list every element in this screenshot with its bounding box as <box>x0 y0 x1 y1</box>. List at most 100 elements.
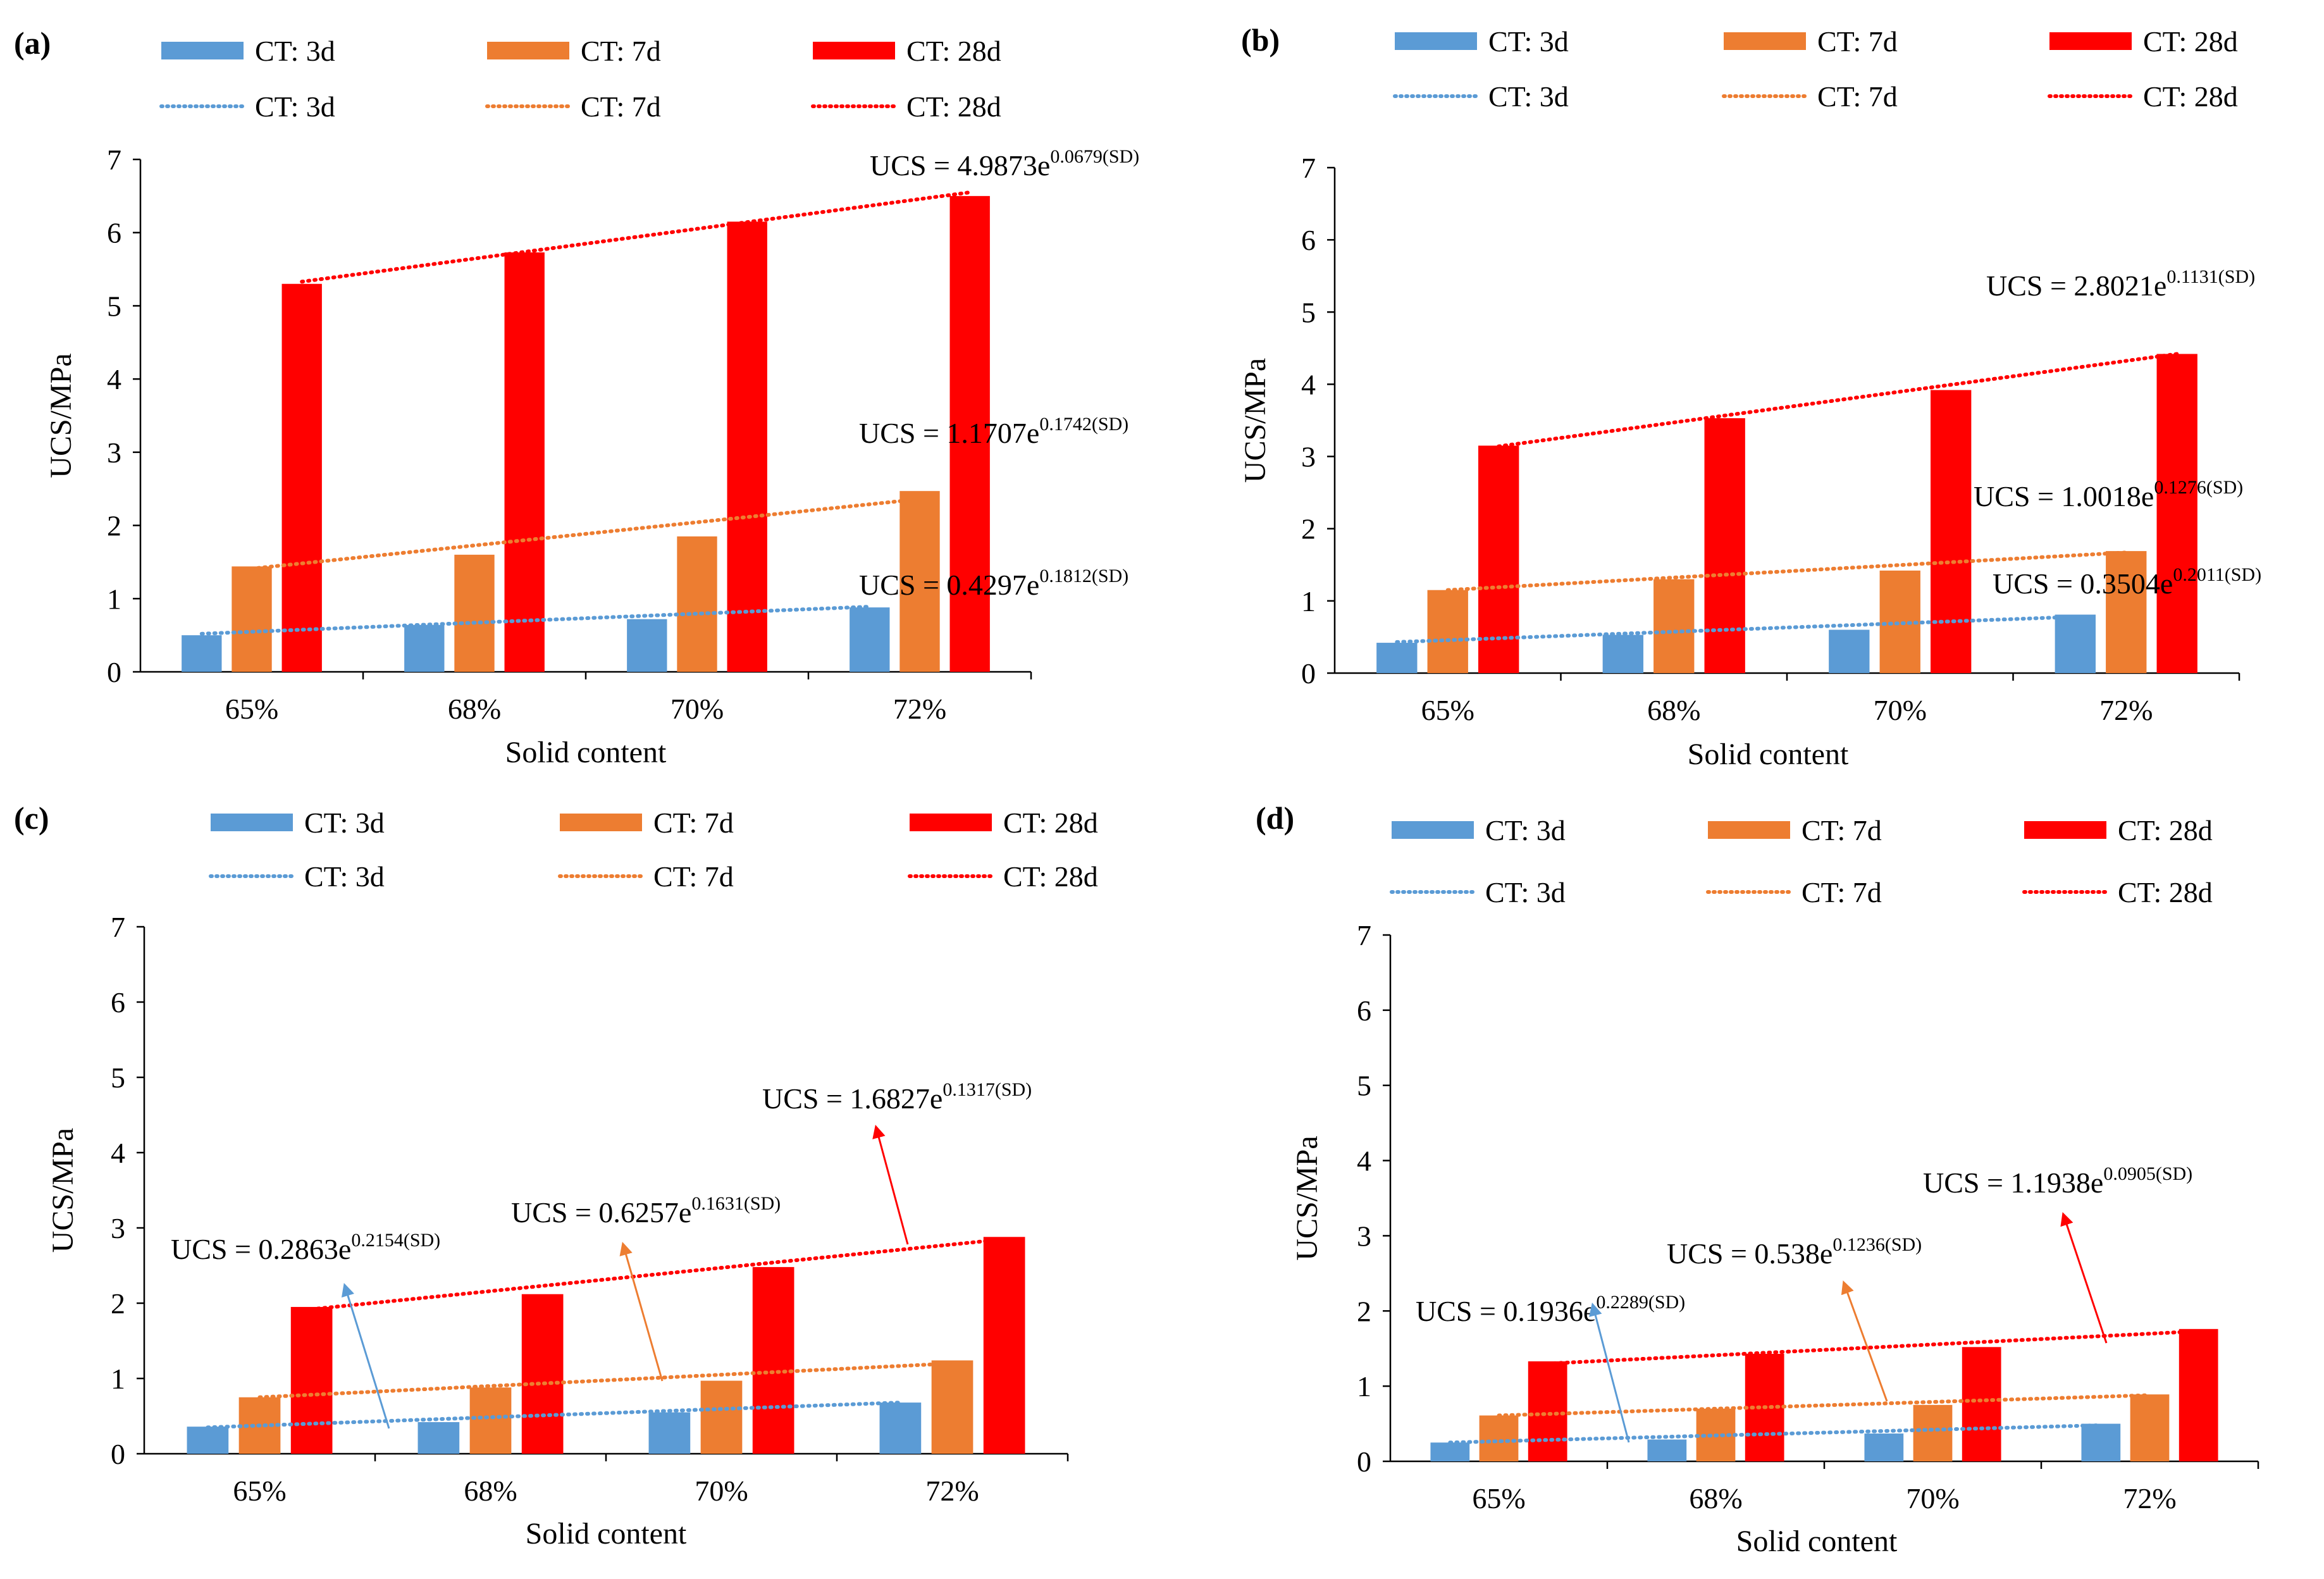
trendline-ct3 <box>1395 614 2077 644</box>
trend-equation-ct28: UCS = 1.6827e0.1317(SD) <box>762 1079 1032 1115</box>
legend-label-bar-ct7: CT: 7d <box>1802 814 1882 846</box>
annotation-arrow-ct7 <box>619 1241 664 1382</box>
y-tick-label: 4 <box>111 1137 125 1169</box>
legend: CT: 3d CT: 3d CT: 7d CT: 7d CT: 28d CT: 28d <box>209 807 1098 893</box>
annotation-arrow-ct28 <box>2060 1212 2108 1344</box>
y-tick-label: 7 <box>107 144 121 176</box>
y-tick-label: 5 <box>111 1062 125 1094</box>
trend-equation-main: UCS = 0.2863e <box>171 1233 351 1265</box>
bar-ct7-65 <box>1479 1415 1519 1461</box>
bar-ct3-68 <box>1602 635 1643 673</box>
bar-ct7-65 <box>1427 590 1468 673</box>
y-tick-label: 4 <box>107 363 121 395</box>
bar-ct3-70 <box>648 1412 691 1454</box>
annotation-arrow-ct28 <box>872 1124 909 1245</box>
bar-ct7-68 <box>454 554 495 672</box>
y-tick-label: 0 <box>1357 1446 1371 1478</box>
trend-equation-main: UCS = 1.1938e <box>1923 1167 2103 1199</box>
trend-equation-main: UCS = 0.1936e <box>1416 1295 1596 1327</box>
y-tick-label: 0 <box>107 656 121 688</box>
bar-ct3-65 <box>182 635 222 672</box>
trend-equation-ct3: UCS = 0.2863e0.2154(SD) <box>171 1230 440 1265</box>
bar-ct7-72 <box>899 491 940 672</box>
x-tick-label: 65% <box>1421 694 1474 726</box>
bar-ct3-72 <box>879 1403 922 1454</box>
y-tick-label: 5 <box>1301 296 1316 328</box>
trend-equation-ct28: UCS = 4.9873e0.0679(SD) <box>870 146 1139 182</box>
legend: CT: 3d CT: 3d CT: 7d CT: 7d CT: 28d CT: 28d <box>1390 814 2213 908</box>
legend-label-bar-ct3: CT: 3d <box>1488 25 1569 58</box>
annotation-arrow-ct3 <box>1589 1302 1630 1443</box>
legend-label-bar-ct3: CT: 3d <box>255 35 335 67</box>
y-tick-label: 4 <box>1357 1145 1371 1177</box>
bar-ct28-68 <box>504 252 545 672</box>
trendline-ct28 <box>1497 352 2179 449</box>
y-axis-title: UCS/MPa <box>1290 1136 1324 1260</box>
y-tick-label: 6 <box>107 217 121 249</box>
x-axis-title: Solid content <box>1736 1525 1898 1558</box>
y-tick-label: 1 <box>1301 585 1316 617</box>
bar-ct28-65 <box>281 283 322 672</box>
bar-ct7-72 <box>2130 1394 2170 1461</box>
bar-ct7-70 <box>700 1380 743 1454</box>
bar-ct28-70 <box>727 221 767 672</box>
x-tick-label: 65% <box>233 1475 286 1507</box>
y-tick-label: 3 <box>111 1212 125 1244</box>
trendline-ct3 <box>199 605 872 636</box>
bar-ct28-65 <box>1478 445 1519 673</box>
trend-equation-exponent: 0.0679(SD) <box>1050 146 1139 167</box>
trend-equation-ct7: UCS = 0.538e0.1236(SD) <box>1667 1234 1922 1270</box>
legend: CT: 3d CT: 3d CT: 7d CT: 7d CT: 28d CT: 28d <box>159 35 1001 123</box>
bar-ct3-65 <box>1376 643 1418 673</box>
y-tick-label: 7 <box>111 911 125 943</box>
bar-ct28-68 <box>1704 418 1745 673</box>
y-tick-label: 3 <box>1357 1220 1371 1252</box>
legend-swatch-bar-ct3 <box>211 814 293 831</box>
y-tick-label: 6 <box>1301 224 1316 256</box>
x-tick-label: 72% <box>893 693 946 725</box>
x-tick-label: 65% <box>1472 1482 1525 1514</box>
bar-ct28-65 <box>1528 1361 1567 1461</box>
legend-label-trend-ct28: CT: 28d <box>1003 860 1098 893</box>
panel-label: (a) <box>14 25 51 61</box>
bar-ct28-70 <box>752 1266 794 1454</box>
bar-ct7-70 <box>1913 1404 1953 1461</box>
legend-label-bar-ct28: CT: 28d <box>906 35 1001 67</box>
x-tick-label: 68% <box>1689 1482 1742 1514</box>
trend-equation-exponent: 0.1742(SD) <box>1039 414 1128 435</box>
legend-swatch-bar-ct3 <box>1392 821 1474 839</box>
trend-equation-exponent: 0.2154(SD) <box>351 1230 440 1251</box>
trend-equation-exponent: 0.1812(SD) <box>1039 566 1128 586</box>
trendline-ct7 <box>257 1361 955 1399</box>
x-tick-label: 70% <box>671 693 724 725</box>
trend-equation-main: UCS = 4.9873e <box>870 149 1050 182</box>
bar-ct7-70 <box>677 536 717 672</box>
legend-label-bar-ct7: CT: 7d <box>653 807 734 839</box>
trendline-ct3 <box>1448 1423 2103 1445</box>
trend-equation-main: UCS = 0.538e <box>1667 1237 1833 1270</box>
bar-ct28-65 <box>290 1306 333 1454</box>
trend-equation-main: UCS = 1.1707e <box>859 417 1039 449</box>
trend-equation-ct3: UCS = 0.1936e0.2289(SD) <box>1416 1292 1685 1327</box>
y-tick-label: 2 <box>107 510 121 542</box>
trendline-ct28 <box>300 190 972 284</box>
annotation-arrow-ct3 <box>341 1282 390 1429</box>
legend-label-trend-ct7: CT: 7d <box>1817 80 1898 113</box>
legend-label-bar-ct3: CT: 3d <box>1485 814 1566 846</box>
trend-equation-ct7: UCS = 1.0018e0.1276(SD) <box>1974 477 2243 512</box>
y-tick-label: 7 <box>1301 152 1316 184</box>
trend-equation-ct28: UCS = 2.8021e0.1131(SD) <box>1986 266 2255 302</box>
legend-label-bar-ct28: CT: 28d <box>1003 807 1098 839</box>
bar-ct3-65 <box>187 1427 229 1454</box>
y-tick-label: 0 <box>1301 657 1316 690</box>
y-tick-label: 0 <box>111 1438 125 1470</box>
bar-ct3-68 <box>404 624 445 672</box>
bar-ct7-68 <box>469 1387 512 1454</box>
x-tick-label: 65% <box>225 693 278 725</box>
bar-ct7-68 <box>1653 579 1695 673</box>
x-tick-label: 68% <box>448 693 501 725</box>
bar-ct3-72 <box>2055 614 2096 673</box>
trend-equation-ct7: UCS = 1.1707e0.1742(SD) <box>859 414 1128 449</box>
y-tick-label: 1 <box>107 583 121 615</box>
